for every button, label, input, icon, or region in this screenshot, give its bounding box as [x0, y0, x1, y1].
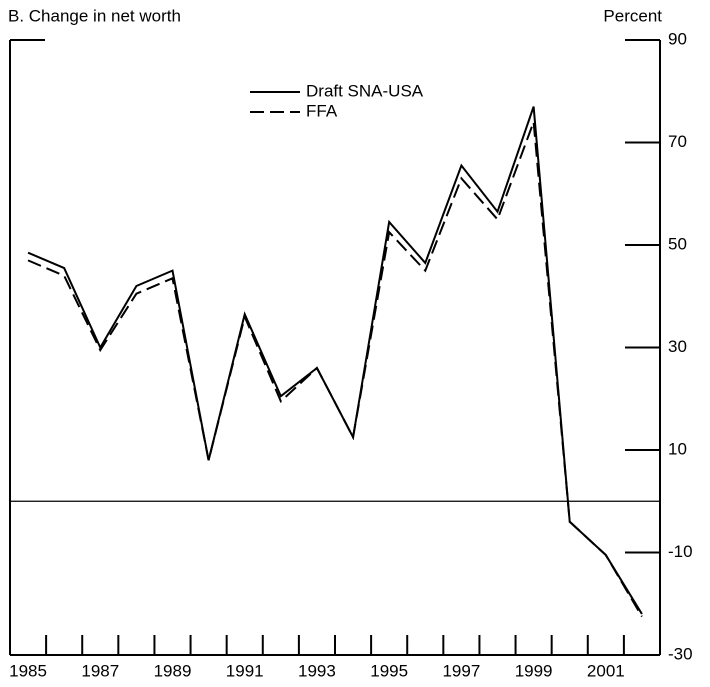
y-tick-label: 10 — [668, 439, 687, 458]
y-tick-label: 70 — [668, 132, 687, 151]
x-tick-label: 2001 — [587, 661, 625, 680]
x-tick-label: 1991 — [226, 661, 264, 680]
legend-label: FFA — [306, 101, 338, 120]
series-line — [27, 121, 643, 618]
series-line — [27, 106, 643, 615]
x-tick-label: 1987 — [81, 661, 119, 680]
x-tick-label: 1999 — [515, 661, 553, 680]
y-tick-label: 50 — [668, 234, 687, 253]
y-axis-label: Percent — [603, 6, 662, 25]
y-tick-label: 30 — [668, 337, 687, 356]
y-tick-label: -10 — [668, 542, 693, 561]
y-tick-label: 90 — [668, 29, 687, 48]
legend-label: Draft SNA-USA — [306, 81, 424, 100]
x-tick-label: 1995 — [370, 661, 408, 680]
x-tick-label: 1997 — [442, 661, 480, 680]
y-tick-label: -30 — [668, 644, 693, 663]
x-tick-label: 1985 — [9, 661, 47, 680]
x-tick-label: 1993 — [298, 661, 336, 680]
x-tick-label: 1989 — [154, 661, 192, 680]
chart-title: B. Change in net worth — [8, 6, 181, 25]
